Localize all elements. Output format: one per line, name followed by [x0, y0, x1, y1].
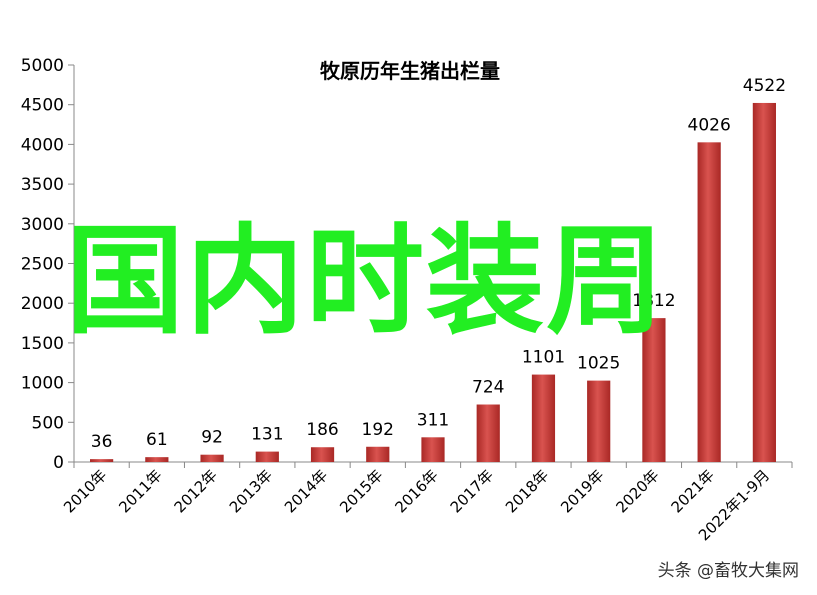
bar [697, 142, 721, 462]
y-tick-label: 0 [53, 453, 64, 473]
data-label: 92 [201, 428, 223, 448]
x-tick-label: 2019年 [557, 466, 607, 516]
y-tick-label: 3500 [21, 175, 64, 195]
data-label: 61 [146, 430, 168, 450]
data-label: 311 [417, 410, 449, 430]
bar [587, 380, 611, 462]
bar [366, 446, 390, 462]
y-tick-label: 1500 [21, 334, 64, 354]
x-tick-label: 2018年 [502, 466, 552, 516]
x-tick-label: 2021年 [668, 466, 718, 516]
y-tick-label: 2000 [21, 294, 64, 314]
y-tick-label: 4500 [21, 96, 64, 116]
bar [752, 102, 776, 463]
x-tick-label: 2015年 [336, 466, 386, 516]
y-axis: 0 500 1000 1500 2000 2500 3000 3500 4000 4500 5000 [21, 56, 75, 473]
x-tick-label: 2014年 [281, 466, 331, 516]
bars [90, 102, 776, 463]
data-label: 1101 [522, 348, 565, 368]
data-label: 724 [472, 378, 504, 398]
source-watermark: 头条 @畜牧大集网 [657, 561, 799, 581]
x-tick-label: 2012年 [171, 466, 221, 516]
x-tick-label: 2010年 [60, 466, 110, 516]
y-tick-label: 3000 [21, 215, 64, 235]
data-label: 36 [91, 432, 113, 452]
bar [476, 404, 500, 462]
x-tick-label: 2013年 [226, 466, 276, 516]
y-tick-label: 2500 [21, 255, 64, 275]
bar [531, 374, 556, 462]
bar [255, 451, 279, 462]
y-tick-label: 4000 [21, 135, 64, 155]
data-label: 4026 [688, 115, 731, 135]
data-label: 131 [251, 425, 283, 445]
data-labels: 36 61 92 131 186 192 311 724 1101 1025 1812 4026 452… [91, 76, 786, 452]
bar [200, 454, 224, 462]
x-axis: 2010年 2011年 2012年 2013年 2014年 2015年 2016年 2017年… [60, 461, 793, 544]
x-tick-label: 2011年 [115, 466, 165, 516]
bar [310, 447, 335, 462]
bar [421, 437, 445, 462]
data-label: 192 [362, 420, 394, 440]
bar [642, 318, 666, 462]
data-label: 1812 [632, 291, 675, 311]
y-tick-label: 1000 [21, 374, 64, 394]
data-label: 1025 [577, 354, 620, 374]
y-tick-label: 5000 [21, 56, 64, 76]
chart-title: 牧原历年生猪出栏量 [320, 59, 500, 83]
bar [90, 459, 114, 462]
x-tick-label: 2020年 [612, 466, 662, 516]
x-tick-label: 2017年 [447, 466, 497, 516]
x-tick-label: 2016年 [391, 466, 441, 516]
y-tick-label: 500 [32, 413, 64, 433]
data-label: 4522 [743, 76, 786, 96]
data-label: 186 [306, 420, 338, 440]
bar [145, 457, 169, 462]
